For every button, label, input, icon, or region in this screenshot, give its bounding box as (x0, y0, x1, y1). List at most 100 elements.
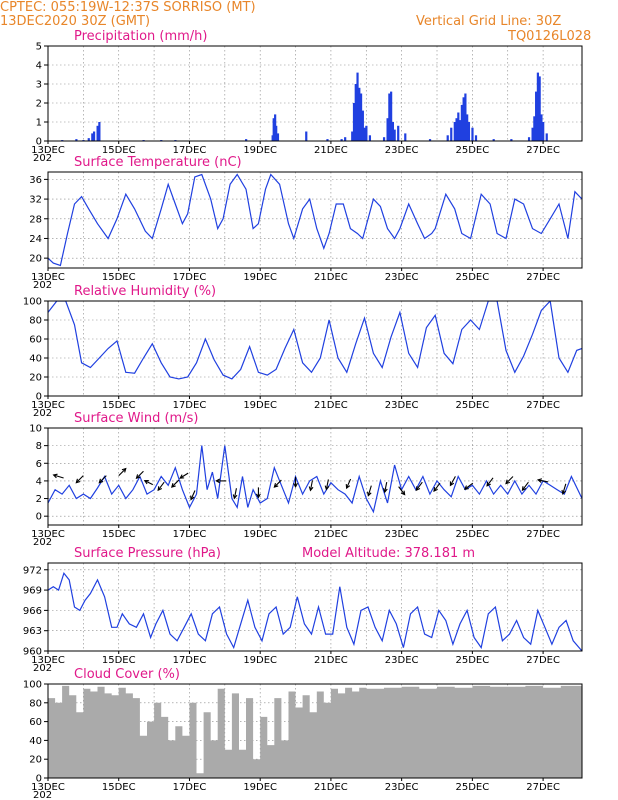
cloud-frame (47, 683, 583, 779)
precip-bar (365, 125, 368, 141)
y-tick-label: 966 (23, 606, 42, 617)
precip-bar (305, 131, 308, 141)
model-code: TQ0126L028 (508, 29, 592, 44)
x-tick-label: 21DEC (314, 655, 348, 666)
wind-arrow-shaft (171, 479, 180, 488)
precip-bar (527, 137, 531, 141)
wind-arrow-shaft (233, 488, 237, 499)
x-tick-label: 17DEC (173, 145, 207, 156)
pressure-note: Model Altitude: 378.181 m (302, 546, 475, 561)
precip-bar (492, 139, 495, 141)
x-tick-label: 13DEC (31, 655, 65, 666)
y-tick-label: 24 (29, 234, 42, 245)
wind-arrow-shaft (537, 479, 549, 483)
wind-arrow (190, 490, 196, 501)
wind-arrow-head (536, 478, 543, 483)
wind-arrow-head (171, 483, 176, 488)
wind-arrow (505, 476, 514, 485)
x-tick-label: 27DEC (526, 529, 560, 540)
x-tick-label: 19DEC (243, 529, 277, 540)
x-tick-label: 21DEC (314, 145, 348, 156)
wind-arrow-head (157, 486, 163, 492)
wind-arrow-head (463, 485, 469, 490)
x-tick-label: 19DEC (243, 782, 277, 793)
cloud-area (48, 685, 582, 778)
wind-arrow (52, 473, 64, 479)
precip-title: Precipitation (mm/h) (74, 29, 207, 44)
pressure-panel: 960 963 966 969 972 13DEC 15DEC 17DEC 19DEC 21DEC… (23, 546, 583, 674)
x-tick-label: 21DEC (314, 529, 348, 540)
y-tick-label: 20 (29, 373, 42, 384)
y-tick-label: 969 (23, 586, 42, 597)
precip-bar (531, 127, 534, 141)
x-tick-label: 13DEC (31, 145, 65, 156)
precip-bar (450, 127, 453, 141)
y-tick-label: 28 (29, 214, 42, 225)
wind-arrow-head (293, 483, 298, 488)
precip-frame (47, 45, 583, 142)
temp-panel: 20 24 28 32 36 13DEC 15DEC 17DEC 19DEC 21DEC 23DEC… (29, 155, 583, 291)
run-date: 13DEC2020 30Z (GMT) (0, 14, 151, 29)
y-tick-label: 0 (36, 137, 42, 148)
wind-arrow (179, 472, 189, 479)
temp-frame (47, 171, 583, 269)
x-tick-label: 27DEC (526, 782, 560, 793)
x-tick-label: 19DEC (243, 272, 277, 283)
wind-arrow (366, 485, 372, 497)
pressure-frame (47, 562, 583, 652)
y-tick-label: 36 (29, 175, 42, 186)
x-tick-label: 23DEC (385, 655, 419, 666)
y-tick-label: 32 (29, 195, 42, 206)
wind-arrow (486, 477, 494, 487)
grid-note: Vertical Grid Line: 30Z (416, 14, 562, 29)
wind-arrow (143, 479, 154, 486)
wind-arrow (157, 481, 165, 492)
wind-arrow-shaft (190, 490, 196, 500)
wind-arrow-shaft (144, 480, 154, 486)
y-tick-label: 60 (29, 335, 42, 346)
y-tick-label: 0 (36, 512, 42, 523)
wind-arrow-head (273, 483, 279, 488)
x-tick-label: 27DEC (526, 272, 560, 283)
wind-arrow-shaft (98, 475, 107, 484)
precip-bar (404, 133, 407, 141)
wind-arrow-head (521, 486, 527, 492)
wind-arrow (433, 482, 441, 492)
y-tick-label: 2 (36, 99, 42, 110)
precip-bar (535, 91, 538, 141)
x-tick-label: 21DEC (314, 400, 348, 411)
x-tick-label: 19DEC (243, 145, 277, 156)
x-tick-label: 13DEC (31, 529, 65, 540)
cloud-panel: 0 20 40 60 80 100 13DEC 15DEC 17DEC 19DEC 21DEC 23D… (23, 667, 583, 800)
rh-panel: 0 20 40 60 80 100 13DEC 15DEC 17DEC 19DEC 21DEC 23D… (23, 284, 583, 419)
x-tick-label: 25DEC (456, 529, 490, 540)
year-label: 202 (33, 408, 52, 419)
wind-arrow-shaft (433, 482, 441, 492)
precip-bar (460, 104, 463, 141)
x-tick-label: 25DEC (456, 145, 490, 156)
precip-bar (326, 139, 329, 141)
y-tick-label: 6 (36, 459, 42, 470)
precip-bar (464, 93, 467, 141)
wind-arrow (463, 482, 474, 490)
precip-bar (446, 135, 449, 141)
wind-arrow-head (52, 473, 58, 479)
wind-arrow-shaft (273, 479, 282, 488)
precip-bar (245, 139, 248, 141)
precip-bar (388, 93, 391, 141)
precip-bar (386, 118, 389, 141)
precip-bar (344, 137, 347, 141)
x-tick-label: 15DEC (102, 145, 136, 156)
x-tick-label: 25DEC (456, 655, 490, 666)
wind-arrow-shaft (398, 486, 406, 495)
precip-bar (368, 135, 372, 141)
x-tick-label: 23DEC (385, 145, 419, 156)
x-tick-label: 17DEC (173, 272, 207, 283)
year-label: 202 (33, 153, 52, 164)
precip-bar (474, 135, 478, 141)
wind-panel: 0 2 4 6 8 10 13DEC 15DEC 17DEC 19DEC 21DEC 23DEC 25D… (29, 411, 583, 548)
y-tick-label: 100 (23, 297, 42, 308)
precip-bar (462, 97, 465, 141)
wind-arrow-shaft (325, 479, 329, 490)
